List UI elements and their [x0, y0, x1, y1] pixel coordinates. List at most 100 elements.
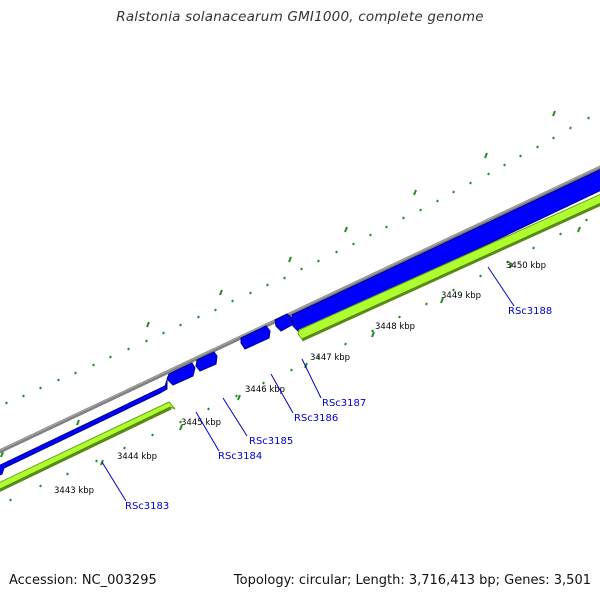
ruler-label: 3445 kbp [181, 418, 221, 428]
tick-dot [436, 199, 439, 203]
tick-dot [487, 172, 490, 176]
tick-dot [262, 381, 265, 385]
tick-dot [179, 420, 182, 424]
tick-dot [145, 339, 148, 343]
tick-dot [552, 136, 555, 140]
ruler-label: 3447 kbp [310, 353, 350, 363]
tick-dot [57, 378, 60, 382]
leader-line-rsc3183 [101, 461, 127, 502]
tick-dash [219, 289, 223, 296]
tick-dot [127, 347, 130, 351]
genome-backbone-highlight [0, 166, 600, 451]
tick-dash [304, 362, 308, 369]
ruler-labels: 3443 kbp 3444 kbp 3445 kbp 3446 kbp 3447… [54, 261, 546, 496]
tick-dot [179, 323, 182, 327]
tick-dot [559, 232, 562, 236]
outer-tick-dots [5, 116, 590, 405]
cds-forward-rsc3186 [240, 325, 271, 350]
forward-strand-track [0, 169, 600, 476]
tick-dash [552, 110, 556, 117]
gene-labels[interactable]: RSc3183 RSc3184 RSc3185 RSc3186 RSc3187 … [125, 306, 552, 512]
tick-dot [402, 216, 405, 220]
cds-forward-left [0, 379, 168, 476]
tick-dot [398, 315, 401, 319]
ruler-label: 3448 kbp [375, 322, 415, 332]
tick-dot [385, 225, 388, 229]
gene-label-rsc3187[interactable]: RSc3187 [322, 398, 366, 409]
tick-dot [335, 250, 338, 254]
cds-forward-rsc3187 [274, 313, 293, 332]
cds-reverse-rsc3183-edge [0, 406, 172, 492]
tick-dot [419, 208, 422, 212]
tick-dot [22, 394, 25, 398]
gene-label-rsc3186[interactable]: RSc3186 [294, 413, 338, 424]
tick-dash [509, 262, 513, 269]
tick-dot [585, 218, 588, 222]
inner-tick-dots [9, 218, 588, 502]
tick-dot [197, 315, 200, 319]
tick-dot [469, 181, 472, 185]
tick-dot [214, 308, 217, 312]
tick-dash [577, 226, 581, 233]
accession-text: Accession: NC_003295 [9, 573, 157, 588]
tick-dot [587, 116, 590, 120]
tick-dot [74, 371, 77, 375]
ruler-label: 3443 kbp [54, 486, 94, 496]
tick-dot [290, 368, 293, 372]
tick-dot [5, 401, 8, 405]
ruler-label: 3444 kbp [117, 452, 157, 462]
tick-dash [0, 451, 4, 458]
gene-label-rsc3183[interactable]: RSc3183 [125, 501, 169, 512]
tick-dot [162, 331, 165, 335]
tick-dot [344, 342, 347, 346]
tick-dot [569, 126, 572, 130]
tick-dash [76, 419, 80, 426]
tick-dot [300, 267, 303, 271]
tick-dot [283, 276, 286, 280]
tick-dot [519, 154, 522, 158]
tick-dash [146, 321, 150, 328]
tick-dot [9, 498, 12, 502]
tick-dot [231, 299, 234, 303]
tick-dot [39, 484, 42, 488]
cds-reverse-rsc3188-edge [301, 202, 600, 342]
ruler-label: 3449 kbp [441, 291, 481, 301]
major-tick-dashes [0, 110, 556, 458]
tick-dot [536, 145, 539, 149]
leader-line-rsc3187 [301, 358, 322, 399]
leader-line-rsc3186 [270, 373, 294, 414]
leader-line-rsc3188 [487, 266, 515, 307]
tick-dot [92, 363, 95, 367]
tick-dot [352, 242, 355, 246]
tick-dot [503, 163, 506, 167]
gene-label-rsc3185[interactable]: RSc3185 [249, 436, 293, 447]
genome-backbone [0, 165, 600, 454]
cds-reverse-rsc3183 [0, 401, 176, 490]
ruler-label: 3446 kbp [245, 385, 285, 395]
tick-dot [95, 459, 98, 463]
tick-dot [207, 407, 210, 411]
reverse-strand-track [0, 193, 600, 492]
tick-dash [344, 226, 348, 233]
tick-dot [452, 288, 455, 292]
gene-label-rsc3188[interactable]: RSc3188 [508, 306, 552, 317]
gene-label-rsc3184[interactable]: RSc3184 [218, 451, 262, 462]
tick-dot [123, 446, 126, 450]
gene-leader-lines [101, 266, 515, 502]
tick-dot [235, 394, 238, 398]
tick-dot [249, 291, 252, 295]
cds-forward-rsc3185 [195, 351, 218, 372]
tick-dash [440, 297, 444, 304]
tick-dot [151, 433, 154, 437]
tick-dot [317, 355, 320, 359]
tick-dot [39, 386, 42, 390]
tick-dash [413, 189, 417, 196]
ruler-label: 3450 kbp [506, 261, 546, 271]
tick-dash [288, 256, 292, 263]
tick-dot [425, 302, 428, 306]
leader-line-rsc3184 [195, 411, 220, 452]
tick-dash [371, 331, 375, 338]
cds-forward-rsc3184 [166, 362, 196, 386]
tick-dot [452, 190, 455, 194]
